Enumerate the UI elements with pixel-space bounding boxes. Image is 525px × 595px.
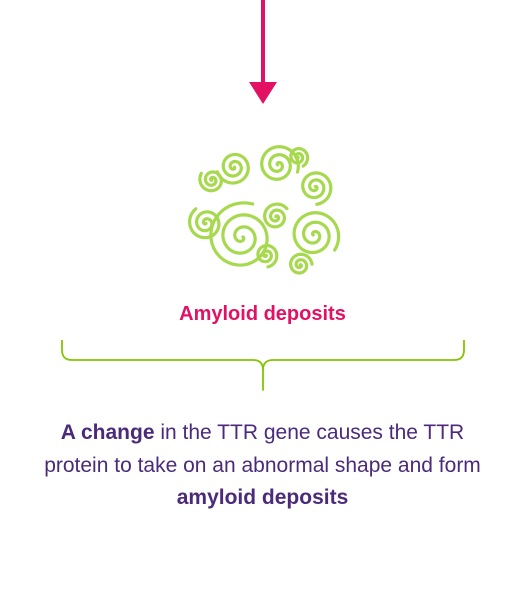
amyloid-deposits-label: Amyloid deposits (179, 303, 346, 326)
amyloid-spirals-illustration (170, 135, 355, 295)
caption-span: amyloid deposits (177, 486, 349, 509)
caption-span: A change (61, 421, 155, 444)
down-arrow (243, 0, 283, 117)
caption-text: A change in the TTR gene causes the TTR … (0, 417, 525, 515)
curly-bracket-down (61, 340, 465, 405)
